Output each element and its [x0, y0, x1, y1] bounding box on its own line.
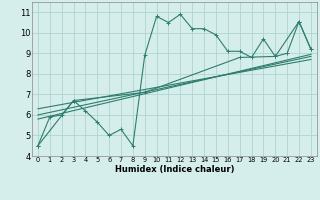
X-axis label: Humidex (Indice chaleur): Humidex (Indice chaleur) — [115, 165, 234, 174]
